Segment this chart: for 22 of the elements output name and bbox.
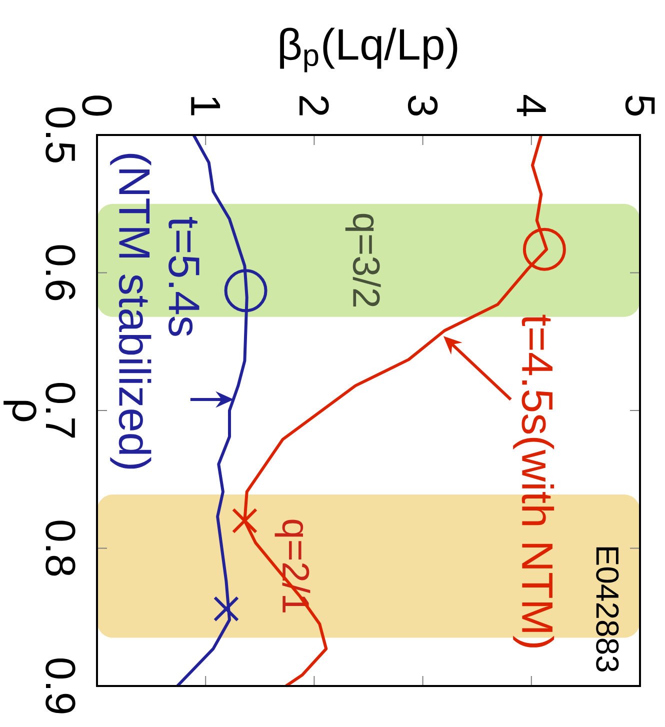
point <box>224 269 268 312</box>
annotation: t=5.4s <box>168 217 200 336</box>
x-tick-label: 0 <box>82 96 112 116</box>
point <box>522 228 566 271</box>
x-tick-label: 4 <box>516 94 546 116</box>
band-label: q=2/1 <box>274 520 310 612</box>
band-label: q=3/2 <box>345 214 381 307</box>
annotation: t=4.5s(with NTM) <box>513 314 554 648</box>
y-tick-label: 0.7 <box>46 382 76 438</box>
y-tick-label: 0.9 <box>46 658 76 714</box>
x-tick-label: 1 <box>191 97 220 116</box>
y-tick-label: 0.6 <box>46 245 76 300</box>
x-axis-title: β$_{p}$(Lq/Lp) <box>280 28 458 72</box>
x-tick-label: 2 <box>300 96 329 116</box>
y-tick-label: 0.8 <box>46 520 76 576</box>
x-tick-label: 5 <box>625 96 655 116</box>
x-tick-label: 3 <box>408 96 438 116</box>
y-tick-label: 0.5 <box>46 107 76 162</box>
annotation: E042883 <box>596 547 619 672</box>
y-axis-title: ρ <box>4 400 36 422</box>
point <box>213 596 240 622</box>
annotation: (NTM stabilized) <box>110 154 152 469</box>
